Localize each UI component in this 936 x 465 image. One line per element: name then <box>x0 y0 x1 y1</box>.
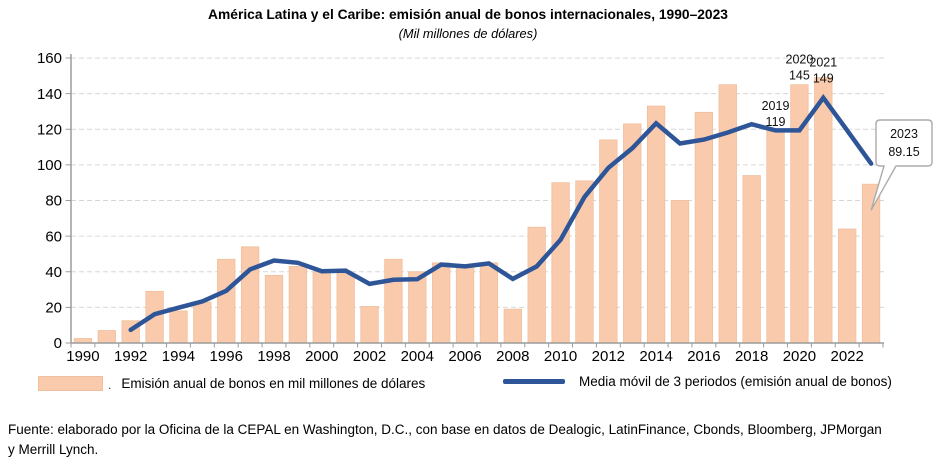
y-tick-label: 60 <box>45 228 62 245</box>
bar-2006 <box>455 264 475 344</box>
source-note-line1: Fuente: elaborado por la Oficina de la C… <box>8 422 882 437</box>
annotation-value-2021: 149 <box>813 72 834 86</box>
x-tick-label: 1996 <box>210 348 243 365</box>
legend-item-line: Media móvil de 3 periodos (emisión anual… <box>503 374 892 389</box>
y-tick-label: 80 <box>45 193 62 210</box>
bar-1997 <box>240 246 260 344</box>
bar-2018 <box>742 175 761 344</box>
x-tick-label: 2012 <box>592 348 625 365</box>
annotation-value-2020: 145 <box>789 69 810 83</box>
x-tick-label: 2014 <box>639 348 672 365</box>
y-tick-label: 100 <box>37 157 62 174</box>
bar-2000 <box>312 271 331 344</box>
y-tick-label: 160 <box>37 50 62 67</box>
source-note: Fuente: elaborado por la Oficina de la C… <box>8 420 882 460</box>
moving-average-line <box>128 93 874 333</box>
bar-2016 <box>694 111 714 344</box>
chart-subtitle: (Mil millones de dólares) <box>398 26 538 41</box>
legend-separator-dot: . <box>108 378 112 392</box>
bar-2004 <box>408 271 427 344</box>
x-tick-label: 2004 <box>401 348 434 365</box>
bar-series-swatch <box>38 375 103 391</box>
bar-2021 <box>814 77 833 344</box>
x-tick-label: 1994 <box>162 348 195 365</box>
x-tick-label: 2018 <box>735 348 768 365</box>
annotation-year-2021: 2021 <box>809 56 837 70</box>
legend-line-label: Media móvil de 3 periodos (emisión anual… <box>579 374 892 389</box>
y-tick-label: 120 <box>37 121 62 138</box>
x-tick-label: 2010 <box>544 348 577 365</box>
bar-1996 <box>217 258 236 344</box>
bar-1998 <box>264 274 284 344</box>
y-tick-label: 140 <box>37 86 62 103</box>
x-tick-label: 2006 <box>448 348 481 365</box>
bar-2015 <box>670 200 690 344</box>
line-series-swatch <box>503 379 565 384</box>
bar-2013 <box>623 123 642 344</box>
legend-item-bars: . Emisión anual de bonos en mil millones… <box>38 374 425 392</box>
bar-2009 <box>527 226 546 344</box>
bar-2007 <box>479 262 499 344</box>
bar-2010 <box>551 182 570 344</box>
x-tick-label: 2016 <box>687 348 720 365</box>
chart-title: América Latina y el Caribe: emisión anua… <box>208 7 728 22</box>
x-tick-label: 2020 <box>783 348 816 365</box>
x-tick-label: 1990 <box>66 348 99 365</box>
y-tick-label: 20 <box>45 300 62 317</box>
bar-1994 <box>169 310 188 344</box>
legend: . Emisión anual de bonos en mil millones… <box>0 374 936 398</box>
x-tick-label: 1998 <box>257 348 290 365</box>
bar-1999 <box>288 266 308 344</box>
bar-1991 <box>97 330 116 344</box>
callout-year: 2023 <box>890 127 918 141</box>
x-tick-label: 2002 <box>353 348 386 365</box>
annotation-year-2019: 2019 <box>762 99 790 113</box>
legend-bar-label: Emisión anual de bonos en mil millones d… <box>121 375 426 391</box>
annotation-value-2019: 119 <box>766 115 786 129</box>
x-tick-label: 2008 <box>496 348 529 365</box>
x-tick-label: 2022 <box>830 348 863 365</box>
y-tick-label: 0 <box>54 335 62 352</box>
bar-2005 <box>432 262 451 344</box>
x-tick-label: 2000 <box>305 348 338 365</box>
bar-2014 <box>646 105 666 344</box>
callout-2023 <box>870 119 933 211</box>
bar-2003 <box>384 258 403 344</box>
bar-2008 <box>503 308 522 344</box>
bar-2017 <box>718 84 737 344</box>
callout-value: 89.15 <box>888 145 919 159</box>
bar-2022 <box>838 228 857 344</box>
bar-1995 <box>193 301 212 344</box>
source-note-line2: y Merrill Lynch. <box>8 442 99 457</box>
x-tick-label: 1992 <box>114 348 147 365</box>
bar-2002 <box>360 306 379 344</box>
annotation-year-2020: 2020 <box>786 53 814 67</box>
bar-2019 <box>766 130 785 344</box>
bar-2001 <box>336 273 355 344</box>
y-tick-label: 40 <box>45 264 62 281</box>
